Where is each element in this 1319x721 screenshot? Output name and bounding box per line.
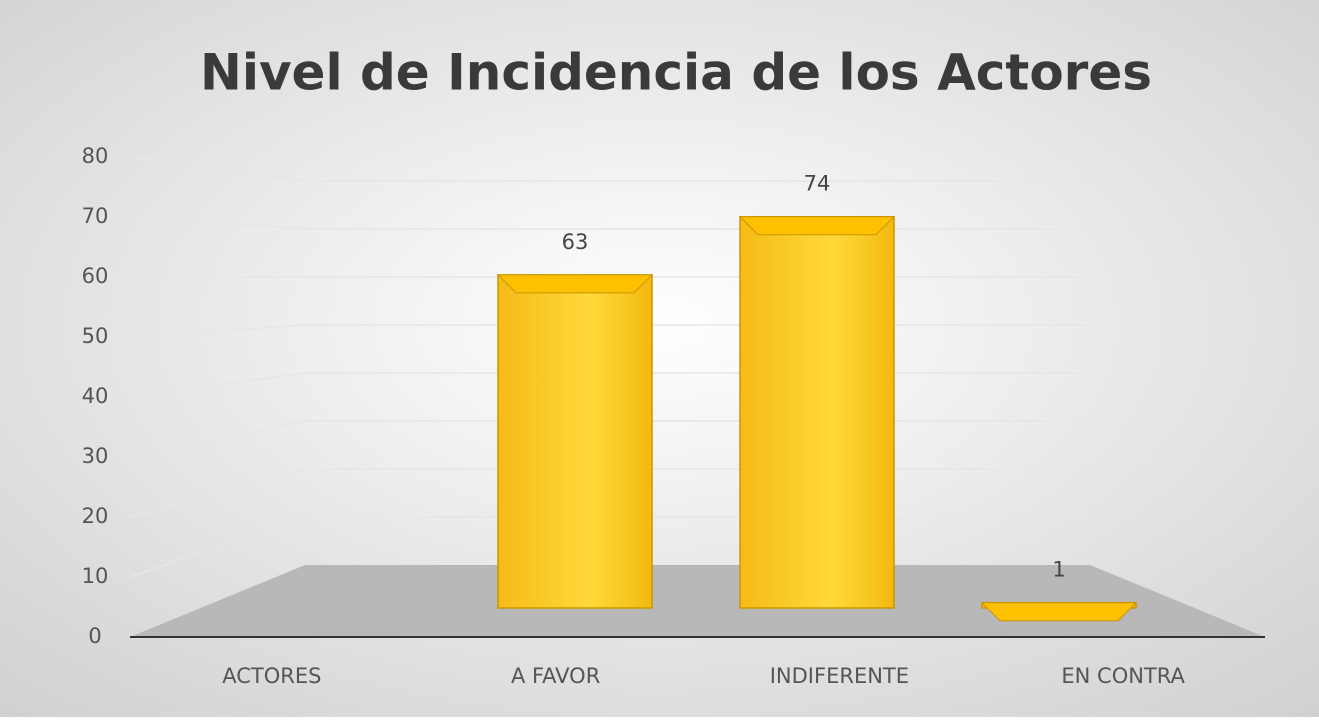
- data-label: 74: [804, 172, 831, 196]
- bar-top: [496, 274, 654, 294]
- bar-front: [739, 215, 895, 609]
- data-label: 63: [562, 230, 589, 254]
- floor: [130, 565, 1265, 637]
- y-tick-label: 70: [82, 204, 109, 228]
- y-tick-label: 0: [88, 624, 101, 648]
- chart-title: Nivel de Incidencia de los Actores: [200, 44, 1152, 102]
- x-tick-label: A FAVOR: [511, 664, 600, 688]
- bar: [980, 601, 1138, 622]
- y-tick-label: 30: [82, 444, 109, 468]
- bar: [738, 215, 896, 609]
- data-label: 1: [1052, 558, 1065, 582]
- y-tick-label: 20: [82, 504, 109, 528]
- bar: [496, 274, 654, 609]
- bar-top: [738, 216, 896, 236]
- y-tick-label: 60: [82, 264, 109, 288]
- bar-top: [980, 602, 1138, 622]
- y-tick-label: 40: [82, 384, 109, 408]
- bar-front: [497, 274, 653, 609]
- y-tick-label: 80: [82, 144, 109, 168]
- x-tick-label: INDIFERENTE: [770, 664, 909, 688]
- y-tick-label: 10: [82, 564, 109, 588]
- grid-line: [129, 156, 1090, 182]
- x-tick-label: EN CONTRA: [1061, 664, 1185, 688]
- x-tick-label: ACTORES: [222, 664, 321, 688]
- y-tick-label: 50: [82, 324, 109, 348]
